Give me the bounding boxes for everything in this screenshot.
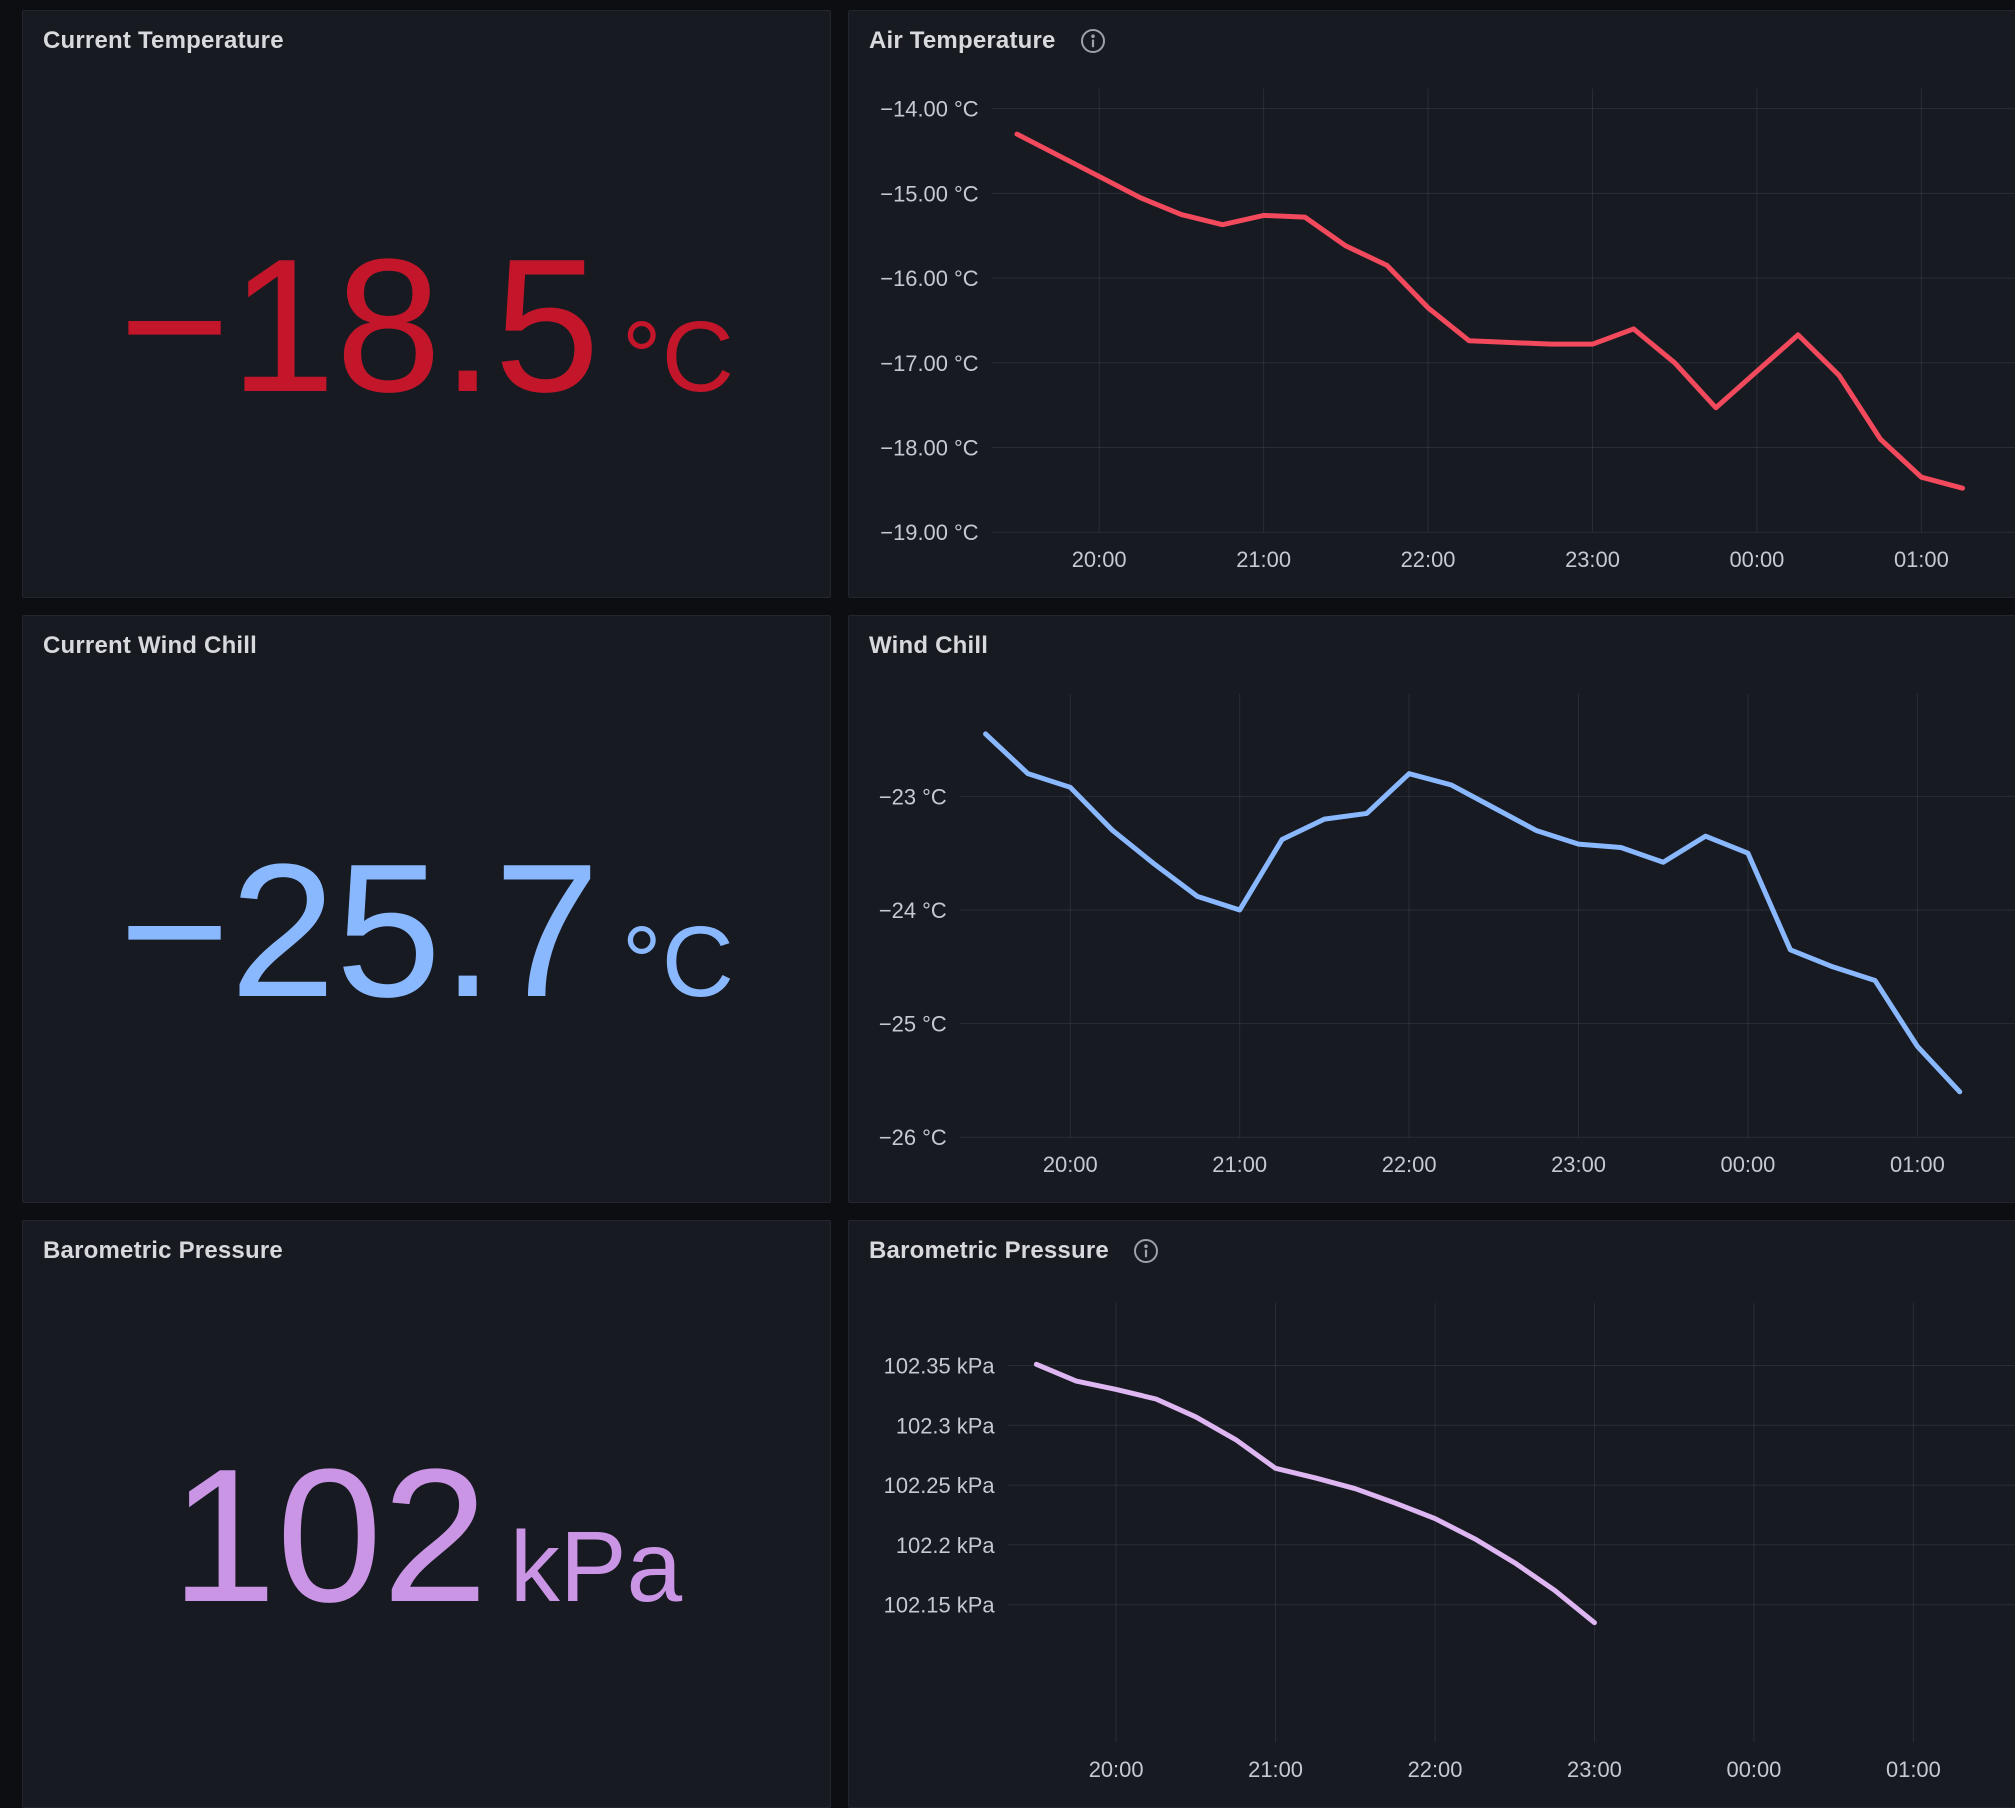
- x-axis-tick-label: 21:00: [1248, 1757, 1303, 1782]
- x-axis-tick-label: 21:00: [1236, 547, 1291, 572]
- y-axis-tick-label: −14.00 °C: [880, 97, 978, 122]
- wind-chill-chart[interactable]: −23 °C −24 °C −25 °C −26 °C 20:00 21:00 22:00 2…: [849, 616, 2015, 1202]
- info-icon[interactable]: [1080, 28, 1106, 54]
- panel-title: Current Wind Chill: [43, 632, 258, 659]
- x-axis-tick-label: 20:00: [1089, 1757, 1144, 1782]
- x-axis-tick-label: 01:00: [1886, 1757, 1941, 1782]
- x-axis-tick-label: 22:00: [1401, 547, 1456, 572]
- barometric-pressure-chart[interactable]: 102.35 kPa 102.3 kPa 102.25 kPa 102.2 kPa 10…: [849, 1221, 2015, 1807]
- x-axis-tick-label: 00:00: [1730, 547, 1785, 572]
- stat-current-temperature: −18.5 °C: [23, 231, 830, 421]
- x-axis-tick-label: 22:00: [1408, 1757, 1463, 1782]
- x-axis-tick-label: 23:00: [1565, 547, 1620, 572]
- panel-air-temperature: Air Temperature −14.00 °C −15.00 °C −16.00…: [848, 10, 2015, 598]
- panel-current-wind-chill: Current Wind Chill −25.7 °C: [22, 615, 831, 1203]
- panel-header: Wind Chill: [849, 616, 2015, 662]
- y-axis-tick-label: 102.15 kPa: [884, 1593, 996, 1618]
- panel-title: Barometric Pressure: [43, 1237, 283, 1264]
- panel-header: Current Wind Chill: [23, 616, 830, 662]
- stat-unit: °C: [621, 301, 734, 413]
- x-axis-tick-label: 23:00: [1567, 1757, 1622, 1782]
- y-axis-tick-label: −18.00 °C: [880, 435, 978, 460]
- x-axis-tick-label: 01:00: [1890, 1152, 1945, 1177]
- panel-header: Barometric Pressure: [23, 1221, 830, 1267]
- stat-unit: kPa: [509, 1511, 683, 1623]
- panel-title: Barometric Pressure: [869, 1237, 1109, 1264]
- air-temperature-chart[interactable]: −14.00 °C −15.00 °C −16.00 °C −17.00 °C −18.…: [849, 11, 2015, 597]
- panel-header: Air Temperature: [849, 11, 2015, 57]
- panel-barometric-pressure-chart: Barometric Pressure 102.35 kPa 102.3 kPa 1…: [848, 1220, 2015, 1808]
- x-axis-tick-label: 00:00: [1721, 1152, 1776, 1177]
- y-axis-tick-label: −19.00 °C: [880, 520, 978, 545]
- y-axis-tick-label: 102.3 kPa: [896, 1413, 995, 1438]
- x-axis-tick-label: 00:00: [1727, 1757, 1782, 1782]
- panel-header: Current Temperature: [23, 11, 830, 57]
- panel-header: Barometric Pressure: [849, 1221, 2015, 1267]
- series-line: [1033, 1361, 1597, 1626]
- series-line: [1014, 131, 1966, 491]
- y-axis-tick-label: −26 °C: [879, 1125, 947, 1150]
- y-axis-tick-label: −15.00 °C: [880, 181, 978, 206]
- panel-wind-chill: Wind Chill −23 °C −24 °C −25 °C −26 °C 20:00…: [848, 615, 2015, 1203]
- info-icon[interactable]: [1133, 1238, 1159, 1264]
- panel-title: Air Temperature: [869, 27, 1056, 54]
- y-axis-tick-label: −25 °C: [879, 1012, 947, 1037]
- panel-current-temperature: Current Temperature −18.5 °C: [22, 10, 831, 598]
- x-axis-tick-label: 23:00: [1551, 1152, 1606, 1177]
- stat-value: −25.7: [119, 825, 600, 1037]
- y-axis-tick-label: −17.00 °C: [880, 351, 978, 376]
- series-line: [983, 731, 1963, 1095]
- y-axis-tick-label: −16.00 °C: [880, 266, 978, 291]
- stat-barometric-pressure: 102 kPa: [23, 1441, 830, 1631]
- stat-current-wind-chill: −25.7 °C: [23, 836, 830, 1026]
- panel-title: Wind Chill: [869, 632, 989, 659]
- x-axis-tick-label: 21:00: [1212, 1152, 1267, 1177]
- y-axis-tick-label: −23 °C: [879, 784, 947, 809]
- x-axis-tick-label: 20:00: [1072, 547, 1127, 572]
- y-axis-tick-label: 102.35 kPa: [884, 1353, 996, 1378]
- y-axis-tick-label: −24 °C: [879, 898, 947, 923]
- stat-value: −18.5: [119, 220, 600, 432]
- stat-value: 102: [170, 1430, 488, 1642]
- y-axis-tick-label: 102.25 kPa: [884, 1473, 996, 1498]
- x-axis-tick-label: 01:00: [1894, 547, 1949, 572]
- y-axis-tick-label: 102.2 kPa: [896, 1533, 995, 1558]
- x-axis-tick-label: 20:00: [1043, 1152, 1098, 1177]
- panel-barometric-pressure-stat: Barometric Pressure 102 kPa: [22, 1220, 831, 1808]
- stat-unit: °C: [621, 906, 734, 1018]
- panel-title: Current Temperature: [43, 27, 284, 54]
- x-axis-tick-label: 22:00: [1382, 1152, 1437, 1177]
- dashboard: Current Temperature −18.5 °C Air Tempera…: [22, 10, 2015, 1808]
